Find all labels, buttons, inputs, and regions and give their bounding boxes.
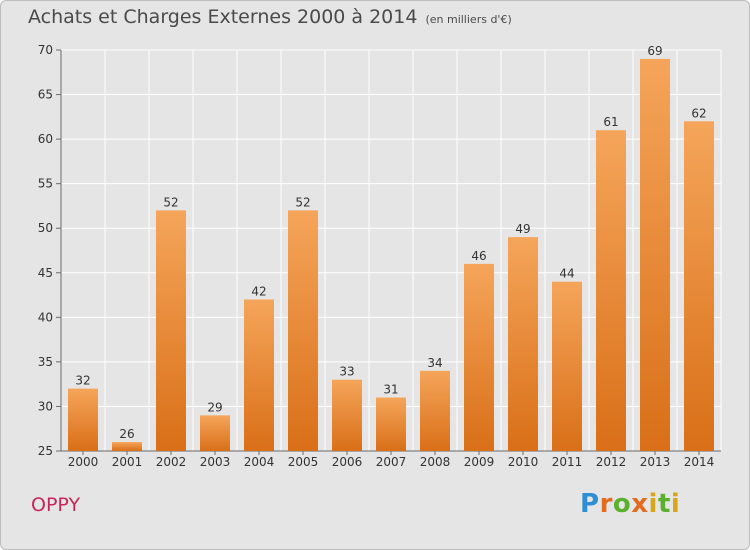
data-label-2003: 29: [207, 400, 222, 414]
y-tick-label: 65: [38, 88, 53, 102]
data-labels: 32 26 52 29 42 52 33 31 34 46 49 44 61 69 62: [75, 44, 706, 441]
bar-2011: [552, 281, 582, 451]
x-tick-label-2011: 2011: [552, 455, 583, 469]
x-tick-label-2014: 2014: [684, 455, 715, 469]
data-label-2011: 44: [559, 267, 574, 281]
bar-2014: [684, 121, 714, 452]
chart-unit: (en milliers d'€): [425, 13, 512, 26]
y-tick-label: 30: [38, 399, 53, 413]
x-tick-label-2008: 2008: [420, 455, 451, 469]
data-label-2006: 33: [339, 365, 354, 379]
bar-2010: [508, 237, 538, 451]
bar-2000: [68, 388, 98, 451]
data-label-2004: 42: [251, 285, 266, 299]
bar-2007: [376, 397, 406, 451]
bar-2012: [596, 130, 626, 451]
x-tick-label-2006: 2006: [332, 455, 363, 469]
x-tick-label-2010: 2010: [508, 455, 539, 469]
x-tick-label-2007: 2007: [376, 455, 407, 469]
bar-2005: [288, 210, 318, 451]
bar-2004: [244, 299, 274, 451]
data-label-2002: 52: [163, 195, 178, 209]
y-tick-label: 55: [38, 177, 53, 191]
y-tick-label: 60: [38, 132, 53, 146]
y-tick-label: 40: [38, 310, 53, 324]
bar-2008: [420, 370, 450, 451]
data-label-2001: 26: [119, 427, 134, 441]
x-tick-label-2012: 2012: [596, 455, 627, 469]
bar-2003: [200, 415, 230, 451]
proxiti-logo: Proxiti: [580, 489, 681, 519]
data-label-2009: 46: [471, 249, 486, 263]
x-tick-label-2002: 2002: [156, 455, 187, 469]
chart-title: Achats et Charges Externes 2000 à 2014 (e…: [28, 6, 512, 28]
bar-2006: [332, 379, 362, 451]
x-tick-label-2001: 2001: [112, 455, 143, 469]
bar-2009: [464, 263, 494, 451]
x-tick-label-2005: 2005: [288, 455, 319, 469]
y-tick-label: 70: [38, 43, 53, 57]
y-tick-label: 50: [38, 221, 53, 235]
data-label-2005: 52: [295, 195, 310, 209]
bar-2001: [112, 442, 142, 451]
commune-name: OPPY: [31, 494, 81, 516]
y-tick-label: 35: [38, 355, 53, 369]
data-label-2010: 49: [515, 222, 530, 236]
data-label-2012: 61: [603, 115, 618, 129]
y-tick-label: 45: [38, 266, 53, 280]
chart-title-text: Achats et Charges Externes 2000 à 2014: [28, 6, 418, 28]
x-tick-label-2009: 2009: [464, 455, 495, 469]
data-label-2000: 32: [75, 374, 90, 388]
x-tick-label-2000: 2000: [68, 455, 99, 469]
bars: [68, 58, 714, 452]
bar-2002: [156, 210, 186, 451]
y-tick-label: 25: [38, 444, 53, 458]
data-label-2008: 34: [427, 356, 442, 370]
x-tick-label-2013: 2013: [640, 455, 671, 469]
x-tick-label-2004: 2004: [244, 455, 275, 469]
data-label-2014: 62: [691, 106, 706, 120]
data-label-2007: 31: [383, 383, 398, 397]
bar-2013: [640, 58, 670, 452]
x-tick-label-2003: 2003: [200, 455, 231, 469]
data-label-2013: 69: [647, 44, 662, 58]
